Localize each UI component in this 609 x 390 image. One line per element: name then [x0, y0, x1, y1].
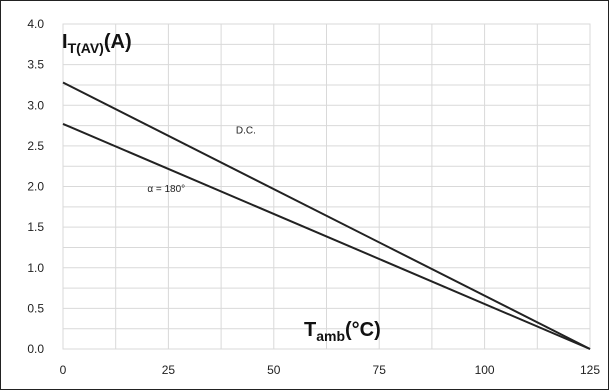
- x-tick-label: 0: [60, 363, 67, 377]
- y-tick-label: 0.5: [27, 301, 44, 315]
- x-tick-label: 125: [580, 363, 600, 377]
- y-axis-label: IT(AV)(A): [62, 31, 132, 56]
- series-line-1: [62, 81, 591, 350]
- y-axis-label-sub: T(AV): [68, 40, 104, 56]
- y-tick-label: 0.0: [27, 342, 44, 356]
- x-tick-label: 50: [267, 363, 281, 377]
- x-axis-label-main: T: [304, 319, 316, 341]
- x-axis-label-sub: amb: [316, 328, 345, 344]
- y-tick-label: 2.5: [27, 139, 44, 153]
- y-tick-label: 4.0: [27, 17, 44, 31]
- annotation-label: α = 180°: [147, 184, 185, 195]
- x-tick-label: 100: [475, 363, 495, 377]
- y-tick-label: 3.5: [27, 58, 44, 72]
- y-axis-label-main: I: [62, 31, 68, 53]
- y-tick-label: 1.5: [27, 220, 44, 234]
- x-tick-label: 25: [162, 363, 176, 377]
- x-tick-labels: 0 25 50 75 100 125: [60, 363, 601, 377]
- y-axis-label-unit: (A): [104, 31, 132, 53]
- y-tick-label: 2.0: [27, 180, 44, 194]
- x-axis-label: Tamb(°C): [304, 319, 381, 344]
- grid: [62, 23, 591, 350]
- series-group: [62, 81, 591, 350]
- y-tick-labels: 0.0 0.5 1.0 1.5 2.0 2.5 3.0 3.5 4.0: [27, 17, 44, 356]
- x-tick-label: 75: [373, 363, 387, 377]
- annotations: D.C. α = 180°: [147, 126, 256, 196]
- y-tick-label: 3.0: [27, 98, 44, 112]
- x-axis-label-unit: (°C): [345, 319, 381, 341]
- y-tick-label: 1.0: [27, 261, 44, 275]
- annotation-label: D.C.: [236, 126, 256, 137]
- series-line-2: [62, 122, 591, 350]
